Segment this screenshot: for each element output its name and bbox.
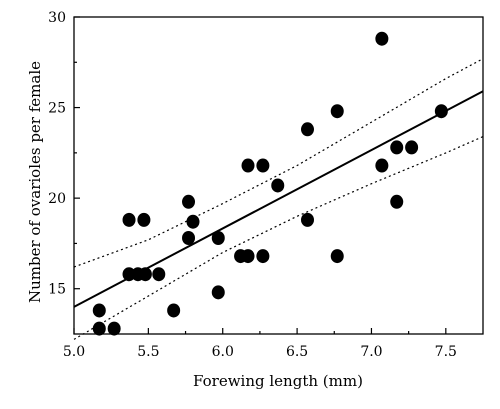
data-point [137, 212, 151, 227]
data-point [122, 267, 136, 282]
x-tick-label: 7.5 [435, 344, 457, 360]
data-point [256, 158, 270, 173]
data-point [330, 249, 344, 264]
data-point [182, 230, 196, 245]
confidence-band-upper [73, 58, 484, 268]
x-tick-label: 5.0 [63, 344, 85, 360]
plot-area: 5.0 5.5 6.0 6.5 7.0 7.5 15 20 25 30 [48, 10, 484, 360]
x-axis-title: Forewing length (mm) [193, 372, 363, 390]
y-axis-title: Number of ovarioles per female [26, 61, 44, 303]
x-tick-label: 6.0 [212, 344, 234, 360]
data-point [330, 104, 344, 119]
data-point [182, 194, 196, 209]
data-point [390, 194, 404, 209]
data-point [301, 122, 315, 137]
data-point [92, 321, 106, 336]
data-point [92, 303, 106, 318]
plot-frame [73, 16, 484, 335]
x-tick-label: 5.5 [137, 344, 159, 360]
data-point [375, 31, 389, 46]
data-point [186, 214, 200, 229]
confidence-band-lower [73, 136, 484, 340]
y-tick-label: 25 [48, 101, 66, 117]
data-point [211, 230, 225, 245]
data-point [301, 212, 315, 227]
data-point [167, 303, 181, 318]
data-point [241, 249, 255, 264]
data-point [256, 249, 270, 264]
data-point [152, 267, 166, 282]
data-point [390, 140, 404, 155]
data-point [107, 321, 121, 336]
data-point [122, 212, 136, 227]
x-tick-label: 7.0 [360, 344, 382, 360]
data-point [138, 267, 152, 282]
y-tick-label: 20 [48, 191, 66, 207]
data-point [211, 285, 225, 300]
x-tick-label: 6.5 [286, 344, 308, 360]
y-tick-label: 15 [48, 282, 66, 298]
y-tick-label: 30 [48, 10, 66, 26]
data-point [241, 158, 255, 173]
data-point [405, 140, 419, 155]
data-point [375, 158, 389, 173]
data-point [271, 178, 285, 193]
data-point [434, 104, 448, 119]
